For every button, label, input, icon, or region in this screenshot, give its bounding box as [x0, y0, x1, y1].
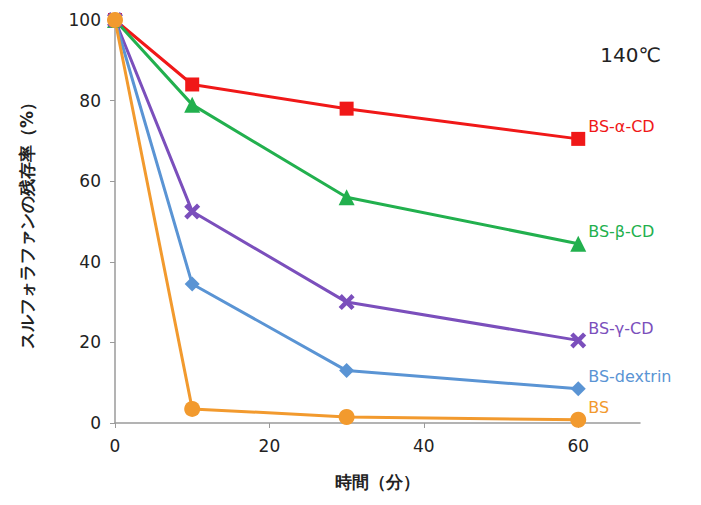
svg-text:60: 60: [79, 171, 101, 191]
svg-text:140℃: 140℃: [600, 43, 661, 67]
svg-text:BS-dextrin: BS-dextrin: [588, 367, 671, 386]
svg-text:BS: BS: [588, 398, 609, 417]
svg-text:BS-γ-CD: BS-γ-CD: [588, 319, 653, 338]
svg-text:80: 80: [79, 91, 101, 111]
svg-text:60: 60: [567, 436, 589, 456]
svg-text:BS-α-CD: BS-α-CD: [588, 117, 654, 136]
svg-text:40: 40: [413, 436, 435, 456]
svg-text:100: 100: [69, 10, 101, 30]
svg-text:スルフォラファンの残存率（%）: スルフォラファンの残存率（%）: [17, 94, 37, 349]
svg-text:0: 0: [110, 436, 121, 456]
svg-text:20: 20: [259, 436, 281, 456]
svg-text:0: 0: [90, 413, 101, 433]
svg-text:20: 20: [79, 332, 101, 352]
svg-text:40: 40: [79, 252, 101, 272]
svg-text:BS-β-CD: BS-β-CD: [588, 222, 654, 241]
svg-text:時間（分）: 時間（分）: [335, 472, 420, 492]
